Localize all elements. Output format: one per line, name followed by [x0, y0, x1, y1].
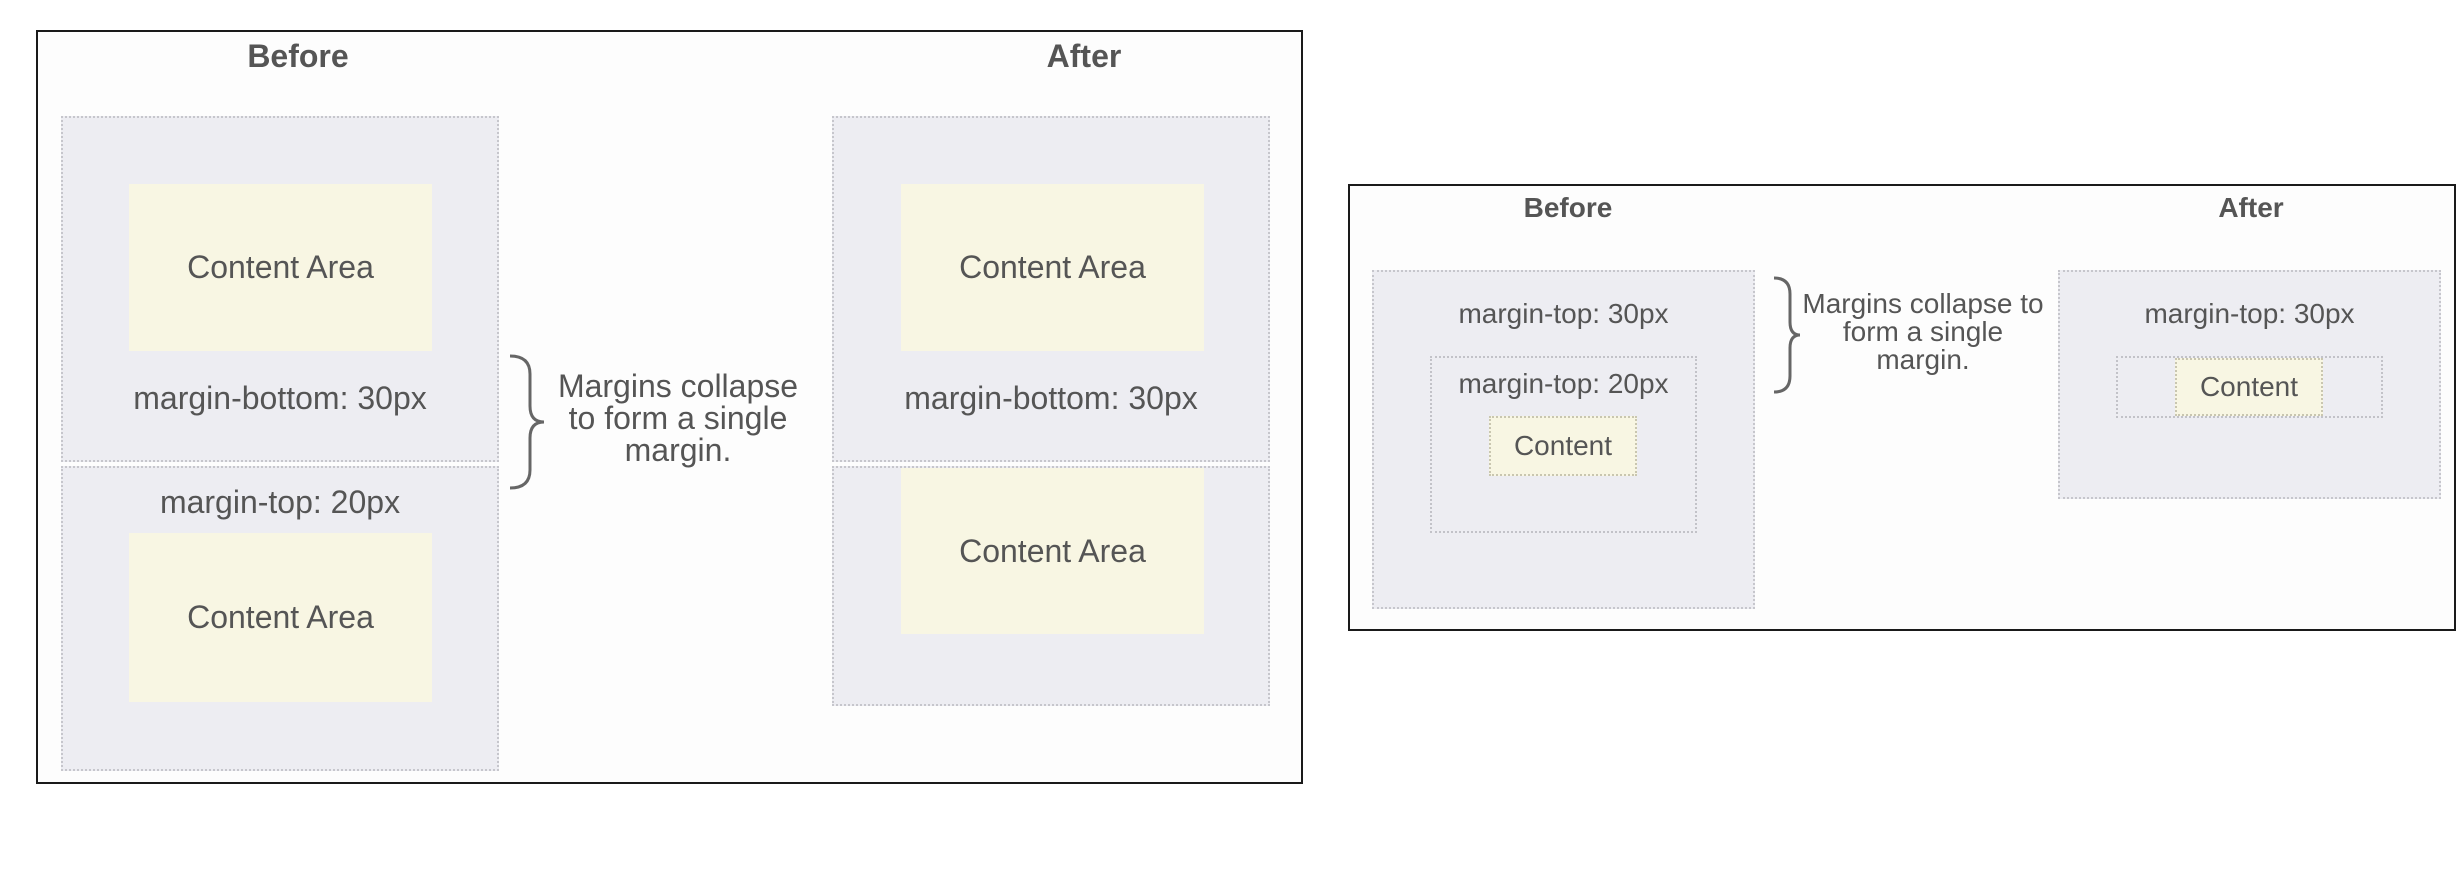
after-inner-box: Content: [2116, 356, 2383, 418]
inner-margin-top-label: margin-top: 20px: [1458, 368, 1669, 399]
collapse-caption: Margins collapse to form a single margin…: [1802, 288, 2044, 375]
parent-child-margin-diagram: Before After margin-top: 30px margin-top…: [1348, 184, 2456, 631]
content-area-label: Content Area: [959, 249, 1146, 285]
content-label: Content: [2199, 371, 2299, 402]
curly-brace-icon: [509, 354, 545, 490]
content-area: Content Area: [129, 533, 432, 702]
after-top-box: Content Area margin-bottom: 30px: [832, 116, 1270, 462]
content-area-label: Content Area: [187, 599, 374, 635]
after-heading: After: [1046, 38, 1122, 74]
before-bottom-box: margin-top: 20px Content Area: [61, 466, 499, 771]
before-top-box: Content Area margin-bottom: 30px: [61, 116, 499, 462]
content-box: Content: [2175, 358, 2323, 416]
margin-bottom-label: margin-bottom: 30px: [133, 380, 427, 416]
content-label: Content: [1513, 430, 1613, 461]
content-area-label: Content Area: [187, 249, 374, 285]
content-area: Content Area: [129, 184, 432, 351]
sibling-margin-diagram: Before After Content Area margin-bottom:…: [36, 30, 1303, 784]
content-area: Content Area: [901, 468, 1204, 634]
before-inner-box: margin-top: 20px Content: [1430, 356, 1697, 533]
content-box: Content: [1489, 416, 1637, 476]
after-heading: After: [2218, 192, 2284, 223]
outer-margin-top-label: margin-top: 30px: [1458, 298, 1669, 329]
content-area-label: Content Area: [959, 532, 1146, 569]
margin-top-label: margin-top: 20px: [159, 484, 401, 520]
before-outer-box: margin-top: 30px margin-top: 20px Conten…: [1372, 270, 1755, 609]
outer-margin-top-label: margin-top: 30px: [2144, 298, 2355, 329]
before-heading: Before: [247, 38, 349, 74]
after-bottom-box: Content Area: [832, 466, 1270, 706]
curly-brace-icon: [1773, 276, 1801, 394]
collapse-caption: Margins collapse to form a single margin…: [557, 368, 799, 468]
before-heading: Before: [1523, 192, 1613, 223]
margin-bottom-label: margin-bottom: 30px: [904, 380, 1198, 416]
after-outer-box: margin-top: 30px Content: [2058, 270, 2441, 499]
content-area: Content Area: [901, 184, 1204, 351]
